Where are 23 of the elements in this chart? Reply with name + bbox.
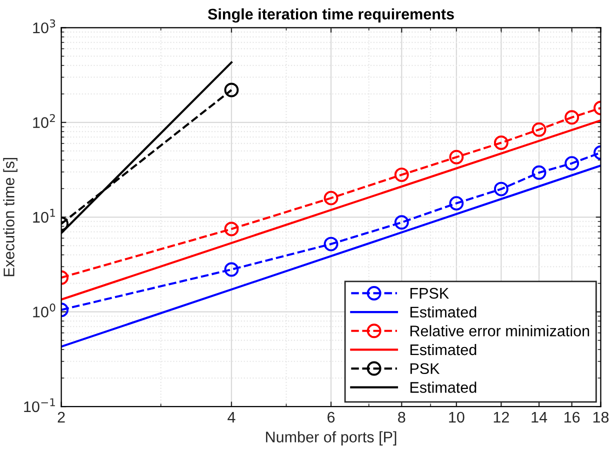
legend-label: Estimated [410,382,476,393]
legend-label: Estimated [410,306,476,318]
legend-label: Estimated [410,344,476,356]
x-tick-label: 12 [494,412,509,422]
x-tick-label: 14 [532,412,548,422]
legend-label: Relative error minimization [410,325,590,336]
x-tick-label: 16 [564,412,580,423]
legend-label: PSK [410,363,440,374]
y-tick-label: 10$^{0}$ [33,303,56,318]
x-tick-label: 6 [328,412,335,423]
y-tick-label: 10$^{3}$ [33,19,56,34]
y-tick-label: 10$^{2}$ [33,114,55,128]
x-tick-label: 18 [593,412,609,423]
x-tick-label: 10 [449,412,464,423]
x-tick-label: 8 [398,412,406,423]
y-axis-title: Execution time [s] [3,158,18,276]
y-tick-label: 10$^{−1}$ [24,398,55,412]
x-tick-label: 4 [228,412,236,422]
x-tick-label: 2 [58,412,65,422]
y-tick-label: 10$^{1}$ [33,208,55,223]
legend-label: FPSK [410,288,449,299]
chart-title: Single iteration time requirements [208,8,454,23]
x-axis-title: Number of ports [P] [266,431,396,446]
